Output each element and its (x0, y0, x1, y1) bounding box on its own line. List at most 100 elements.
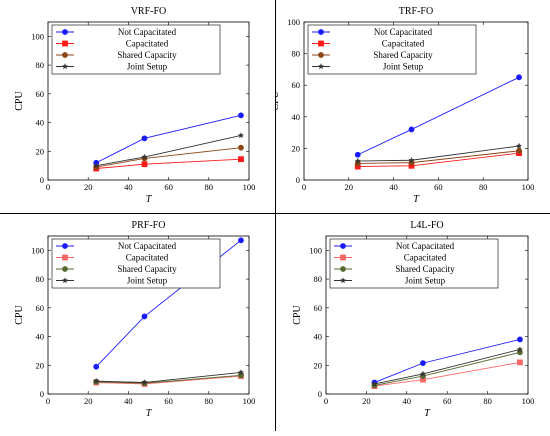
legend-label-shared-capacity: Shared Capacity (373, 50, 433, 60)
legend-label-joint-setup: Joint Setup (383, 62, 424, 72)
x-axis-label: T (146, 194, 153, 205)
y-tick-label: 0 (40, 389, 44, 399)
data-point-capacitated (517, 359, 523, 366)
y-tick-label: 100 (287, 17, 300, 27)
x-tick-label: 100 (243, 396, 256, 406)
chart-title: PRF-FO (132, 220, 166, 231)
x-tick-label: 100 (522, 182, 535, 192)
x-tick-label: 20 (84, 396, 93, 406)
legend-marker-not-capacitated (318, 29, 324, 35)
data-point-not-capacitated (238, 112, 244, 119)
legend-label-not-capacitated: Not Capacitated (118, 241, 177, 251)
x-tick-label: 80 (205, 182, 214, 192)
data-point-shared-capacity (516, 147, 522, 154)
chart-prf-fo: PRF-FO 0 20 40 60 80 100 0 20 40 60 80 100 T CPU Not Ca… (14, 220, 256, 419)
series-line-not-capacitated (357, 76, 520, 156)
y-tick-label: 40 (36, 118, 45, 128)
x-tick-label: 60 (164, 396, 173, 406)
data-point-joint-setup (419, 370, 427, 377)
legend-box (51, 238, 221, 289)
data-point-joint-setup (141, 379, 148, 386)
x-tick-label: 80 (483, 396, 492, 406)
chart-title: TRF-FO (399, 6, 433, 17)
data-point-not-capacitated (420, 360, 426, 367)
legend-box (307, 24, 477, 75)
y-tick-label: 40 (292, 112, 301, 122)
y-tick-label: 80 (314, 274, 323, 284)
plot-frame (47, 235, 250, 395)
y-axis-label: CPU (292, 304, 303, 324)
x-tick-label: 0 (46, 396, 50, 406)
chart-panel-prf-fo: PRF-FO 0 20 40 60 80 100 0 20 40 60 80 100 T CPU Not Ca… (0, 214, 275, 428)
x-axis-label: T (146, 408, 153, 419)
x-tick-label: 20 (84, 182, 93, 192)
y-axis-label: CPU (14, 304, 25, 324)
data-point-joint-setup (515, 142, 523, 149)
x-tick-label: 40 (124, 396, 133, 406)
x-axis-label: T (424, 408, 431, 419)
y-tick-label: 20 (36, 360, 45, 370)
x-tick-label: 20 (345, 182, 354, 192)
data-point-joint-setup (516, 346, 524, 353)
data-point-joint-setup (354, 157, 361, 164)
legend-marker-not-capacitated (340, 243, 346, 249)
legend-marker-shared-capacity (62, 266, 68, 272)
chart-panel-l4l-fo: L4L-FO 0 20 40 60 80 100 0 20 40 60 80 100 T CPU Not Ca… (276, 214, 550, 428)
legend-label-shared-capacity: Shared Capacity (117, 50, 177, 60)
data-point-joint-setup (141, 153, 148, 160)
y-tick-label: 100 (309, 245, 322, 255)
data-point-capacitated (238, 156, 244, 163)
data-point-joint-setup (237, 369, 245, 376)
y-tick-label: 100 (31, 31, 44, 41)
data-point-not-capacitated (141, 135, 148, 142)
data-point-not-capacitated (354, 151, 361, 158)
legend-marker-not-capacitated (62, 243, 68, 249)
series-line-shared-capacity (96, 147, 242, 168)
data-point-joint-setup (408, 156, 415, 163)
y-tick-label: 60 (314, 303, 323, 313)
x-tick-label: 40 (403, 396, 412, 406)
y-tick-label: 60 (36, 89, 45, 99)
data-point-not-capacitated (516, 74, 522, 81)
y-tick-label: 20 (292, 143, 301, 153)
legend-marker-shared-capacity (340, 266, 346, 272)
legend-marker-joint-setup (317, 63, 325, 70)
legend-box (329, 238, 499, 289)
series-line-capacitated (96, 158, 241, 169)
x-tick-label: 0 (324, 396, 328, 406)
y-axis-label: CPU (14, 90, 25, 110)
chart-trf-fo: TRF-FO 0 20 40 60 80 100 0 20 40 60 80 100 T CPU Not Ca… (270, 6, 535, 205)
legend-marker-capacitated (62, 254, 68, 261)
x-tick-label: 60 (443, 396, 452, 406)
legend-marker-not-capacitated (62, 29, 68, 35)
y-tick-label: 80 (36, 274, 45, 284)
x-axis-label: T (413, 194, 420, 205)
chart-title: L4L-FO (410, 220, 443, 231)
y-tick-label: 40 (36, 332, 45, 342)
x-tick-label: 40 (389, 182, 398, 192)
legend-label-joint-setup: Joint Setup (127, 276, 168, 286)
legend-label-shared-capacity: Shared Capacity (395, 264, 455, 274)
legend-marker-capacitated (62, 40, 68, 47)
data-point-joint-setup (93, 377, 100, 384)
x-tick-label: 20 (362, 396, 371, 406)
data-point-not-capacitated (141, 313, 148, 320)
y-tick-label: 80 (292, 49, 301, 59)
legend-label-capacitated: Capacitated (126, 253, 169, 263)
x-tick-label: 60 (164, 182, 173, 192)
legend-marker-shared-capacity (62, 52, 68, 58)
chart-l4l-fo: L4L-FO 0 20 40 60 80 100 0 20 40 60 80 100 T CPU Not Ca… (292, 220, 534, 419)
legend-marker-joint-setup (61, 277, 69, 284)
legend-marker-capacitated (318, 40, 324, 47)
legend-marker-shared-capacity (318, 52, 324, 58)
y-tick-label: 80 (36, 60, 45, 70)
plot-frame (303, 21, 529, 181)
y-tick-label: 20 (314, 360, 323, 370)
y-tick-label: 0 (40, 175, 44, 185)
plot-frame (325, 235, 529, 395)
legend-label-not-capacitated: Not Capacitated (118, 27, 177, 37)
